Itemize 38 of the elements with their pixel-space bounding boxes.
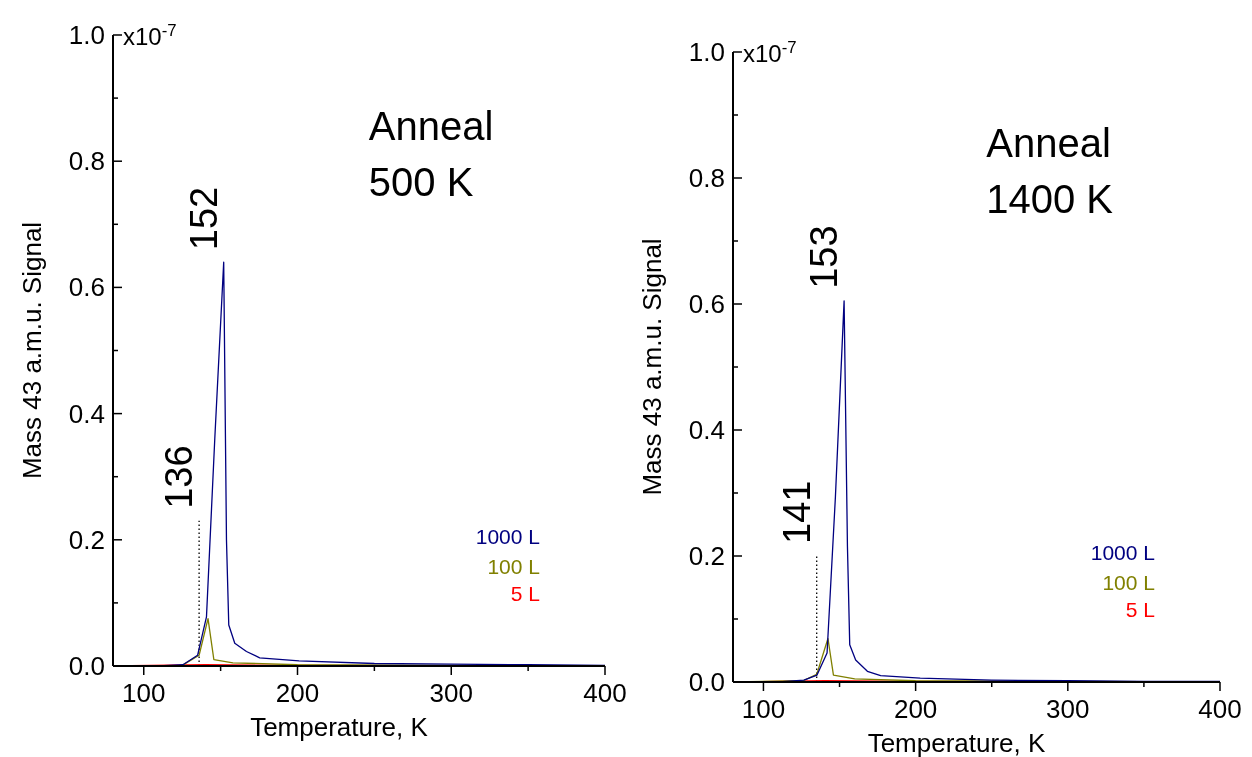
y-tick-label: 0.8 (688, 163, 725, 193)
annotation: 152 (182, 186, 225, 251)
x-tick-label: 400 (1198, 694, 1242, 724)
y-tick-label: 0.4 (68, 398, 105, 429)
x-axis-title: Temperature, K (867, 728, 1047, 757)
y-tick-label: 0.4 (688, 415, 725, 445)
x-tick-label: 100 (741, 694, 786, 724)
annotation: 153 (803, 225, 846, 289)
y-axis-title: Mass 43 a.m.u. Signal (17, 221, 47, 480)
annotation: Anneal 500 K (368, 104, 494, 204)
x-tick-label: 300 (1046, 694, 1090, 724)
x-axis-title: Temperature, K (250, 712, 429, 742)
annotation: 136 (158, 445, 201, 509)
text: 1000 L (475, 525, 540, 548)
x-tick-label: 200 (275, 678, 320, 708)
text: 100 L (487, 555, 540, 578)
annotation: Anneal 1400 K (986, 121, 1114, 221)
text: 5 L (510, 582, 540, 605)
y-tick-label: 0.8 (68, 146, 105, 177)
text: 1.0 (68, 20, 105, 50)
text: 5 L (1125, 598, 1155, 621)
text: 1000 L (1090, 541, 1155, 564)
x-tick-label: 400 (583, 678, 627, 708)
annotation: 141 (775, 480, 818, 544)
annotation: x10$^{-7}$ (743, 37, 797, 67)
y-axis-title: Mass 43 a.m.u. Signal (637, 238, 667, 496)
x-tick-label: 300 (429, 678, 473, 708)
text: 0.0 (68, 651, 105, 681)
text: 1.0 (688, 37, 725, 67)
y-tick-label: 0.6 (688, 289, 725, 319)
x-tick-label: 200 (893, 694, 938, 724)
text: 100 L (1102, 571, 1155, 594)
text: 0.0 (688, 667, 725, 697)
annotation: x10$^{-7}$ (123, 20, 177, 50)
y-tick-label: 0.2 (688, 541, 725, 571)
y-tick-label: 0.2 (68, 524, 105, 555)
x-tick-label: 100 (122, 678, 166, 708)
y-tick-label: 0.6 (68, 272, 105, 303)
